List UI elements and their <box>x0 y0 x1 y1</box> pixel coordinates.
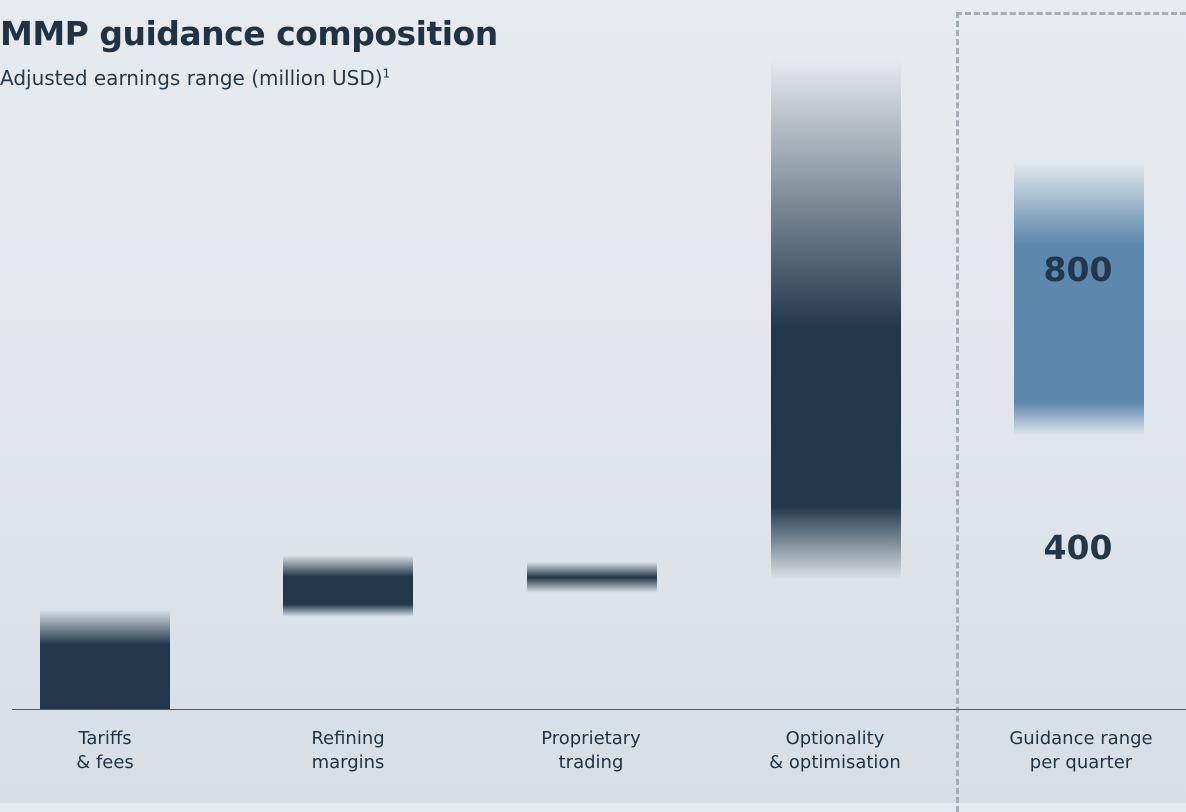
chart-subtitle: Adjusted earnings range (million USD)1 <box>0 66 390 90</box>
category-label-tariffs: Tariffs & fees <box>76 728 134 773</box>
bar-guidance <box>1014 161 1144 436</box>
footnote-marker: 1 <box>382 66 391 81</box>
bar-optionality <box>771 59 901 580</box>
bar-tariffs <box>40 609 170 709</box>
category-label-optionality: Optionality & optimisation <box>769 728 901 773</box>
category-label-refining: Refining margins <box>311 728 385 773</box>
x-axis-line <box>12 709 1186 710</box>
chart-subtitle-text: Adjusted earnings range (million USD) <box>0 66 383 90</box>
guidance-low-label: 400 <box>1043 528 1113 567</box>
bar-proprietary <box>527 561 657 593</box>
chart-title: MMP guidance composition <box>0 14 498 53</box>
category-label-proprietary: Proprietary trading <box>541 728 641 773</box>
bar-refining <box>283 555 413 617</box>
category-label-guidance: Guidance range per quarter <box>1009 728 1153 773</box>
guidance-high-label: 800 <box>1043 250 1113 289</box>
bars-group <box>40 59 1144 709</box>
guidance-divider <box>956 12 1186 812</box>
